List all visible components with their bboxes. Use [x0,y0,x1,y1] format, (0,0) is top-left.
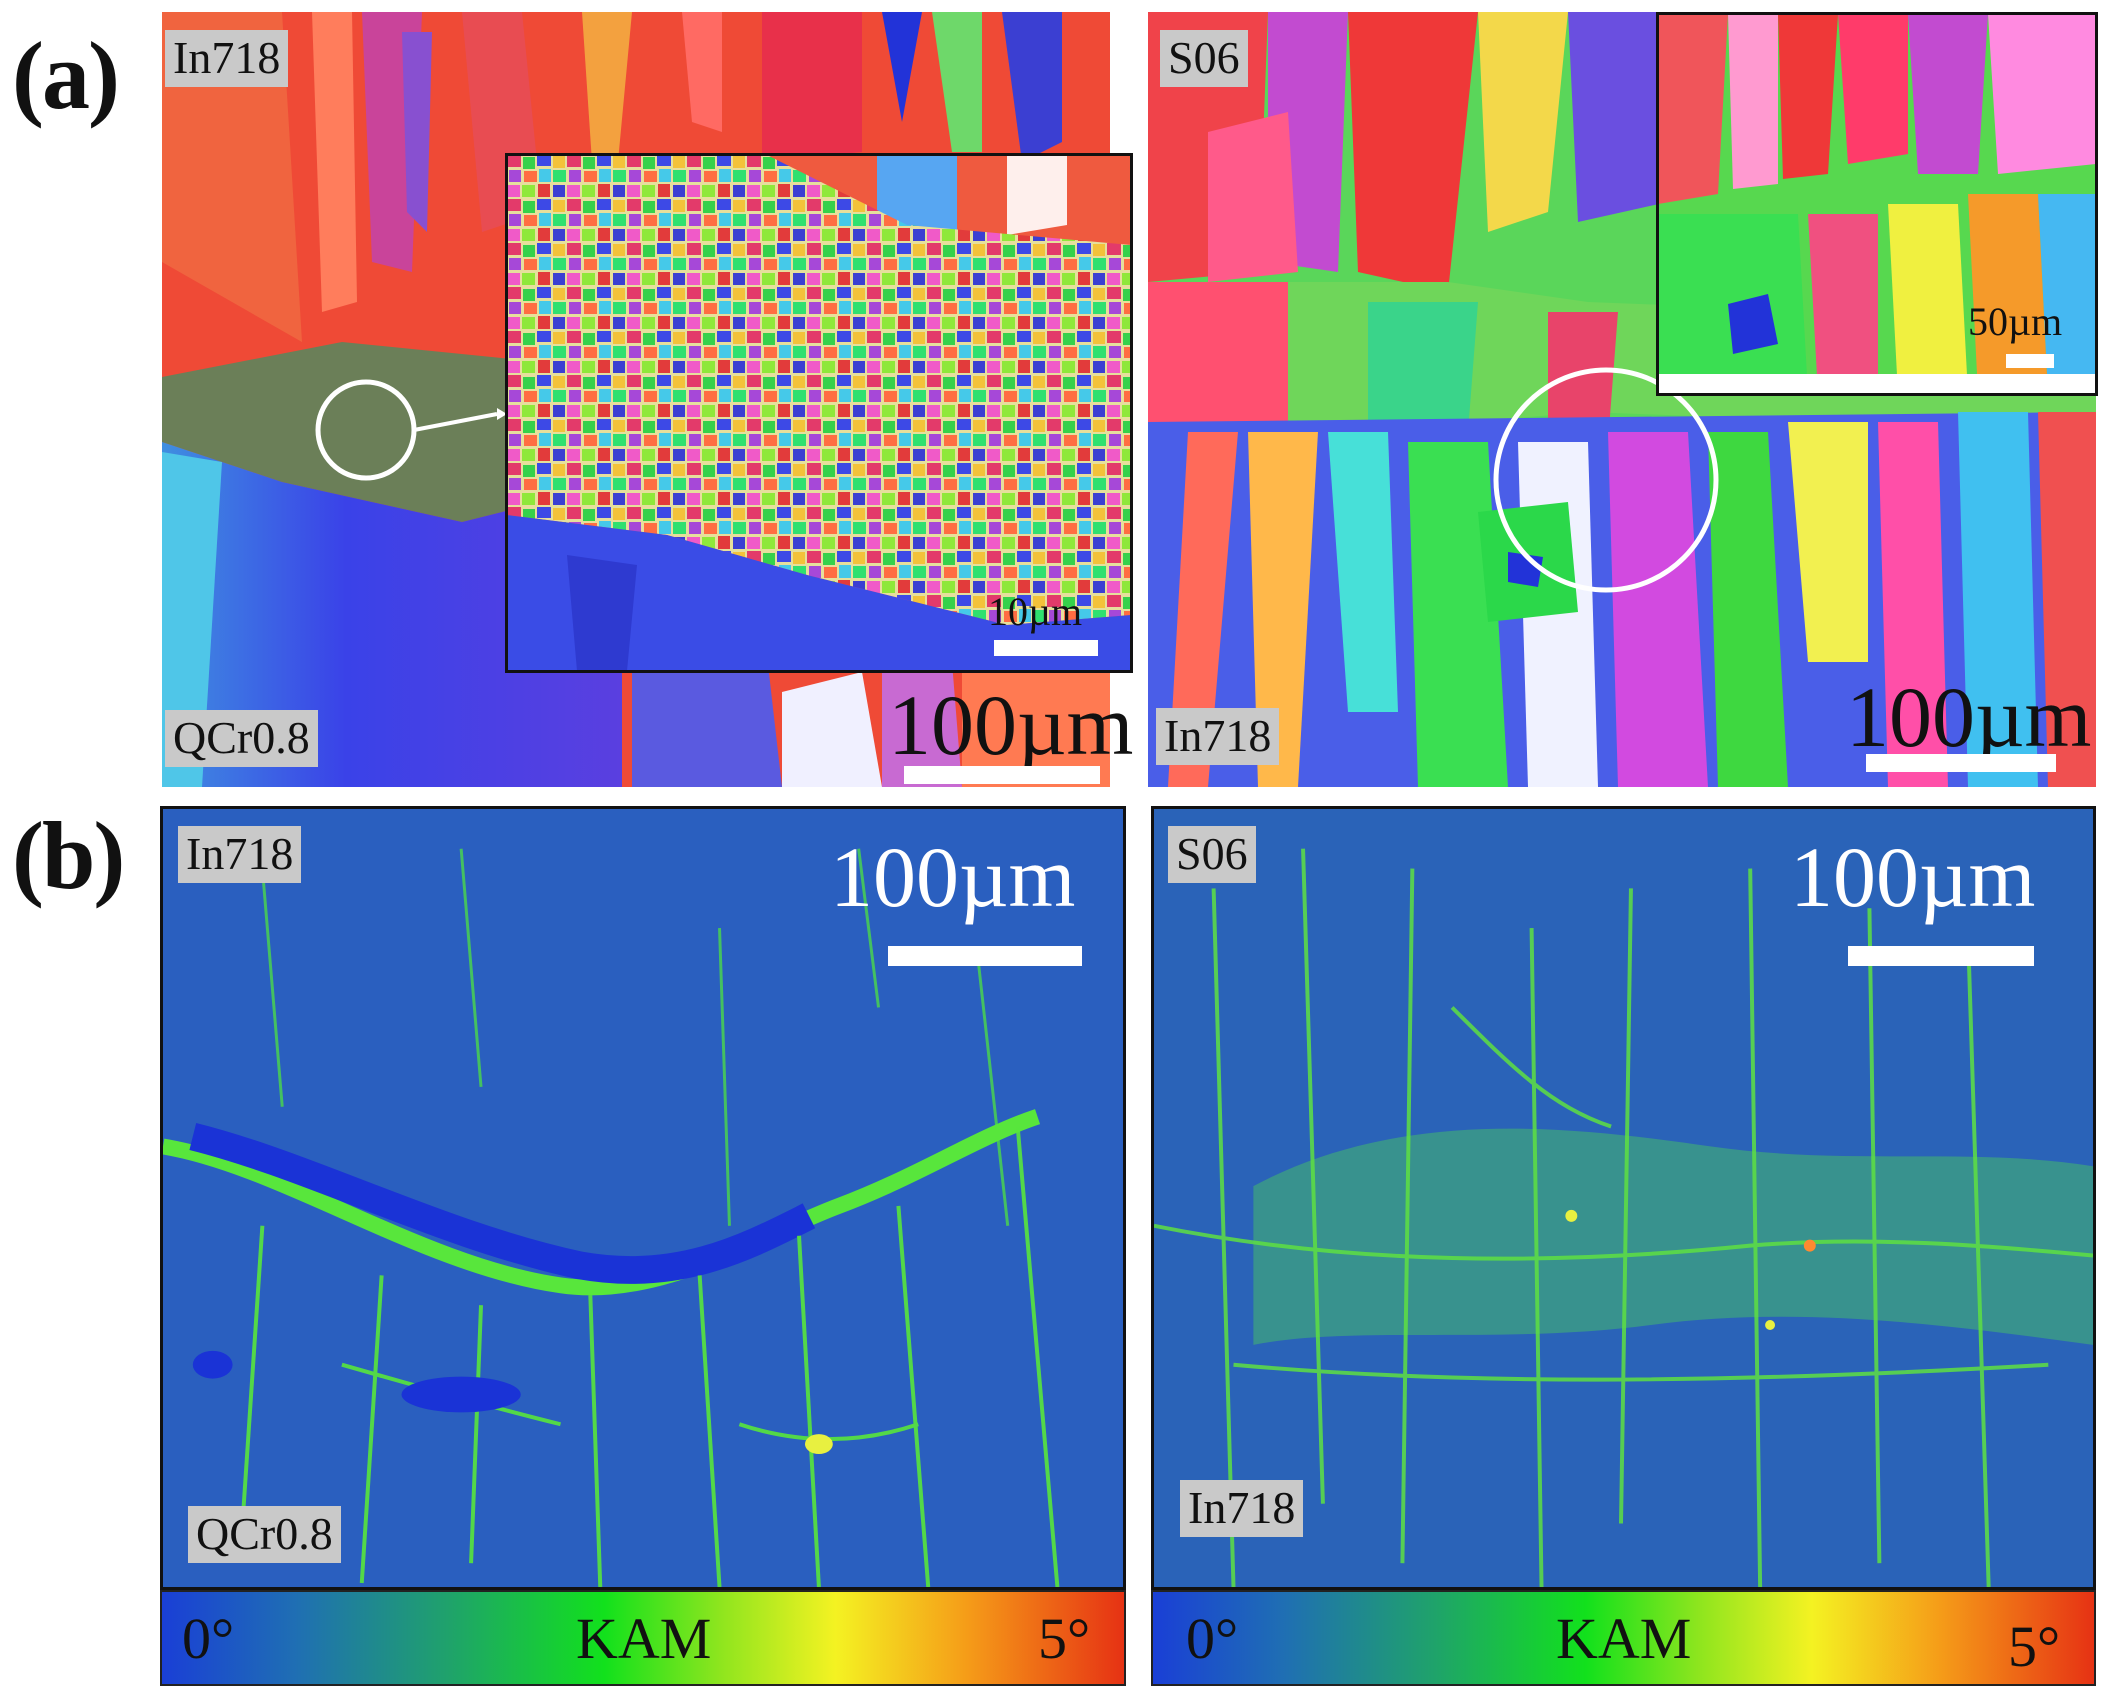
material-tag-bottom-b-right: In718 [1180,1480,1304,1537]
inset-scale-label-left: 10µm [988,589,1083,634]
ipf-inset-left [507,155,1131,671]
material-tag-top-b-right: S06 [1168,826,1256,883]
ipf-inset-right [1658,14,2096,394]
scale-label-b-left: 100µm [830,829,1076,925]
colorbar-min-label-right: 0° [1186,1606,1239,1671]
scale-label-a-right: 100µm [1846,669,2092,765]
material-tag-bottom-a-right: In718 [1156,708,1280,765]
colorbar-max-label-left: 5° [1038,1606,1091,1671]
scale-bar-a-right [1866,754,2056,772]
panel-label-a: (a) [12,22,120,129]
panel-label-b: (b) [12,802,125,909]
colorbar-max-label-right: 5° [2008,1614,2061,1679]
colorbar-title-left: KAM [576,1606,712,1671]
kam-colorbar-left [160,1590,1126,1686]
colorbar-title-right: KAM [1556,1606,1692,1671]
inset-scale-label-right: 50µm [1968,299,2063,344]
inset-scale-bar-right [2006,354,2054,368]
material-tag-top-a-left: In718 [165,30,289,87]
scale-bar-a-left [904,766,1100,784]
inset-scale-bar-left [994,640,1098,656]
scale-label-a-left: 100µm [888,677,1134,773]
colorbar-min-label-left: 0° [182,1606,235,1671]
ipf-map-right [1148,12,2096,787]
kam-map-left [160,806,1126,1590]
material-tag-bottom-b-left: QCr0.8 [188,1506,341,1563]
material-tag-bottom-a-left: QCr0.8 [165,710,318,767]
material-tag-top-b-left: In718 [178,826,302,883]
material-tag-top-a-right: S06 [1160,30,1248,87]
scale-label-b-right: 100µm [1790,829,2036,925]
kam-colorbar-right [1151,1590,2096,1686]
kam-map-right [1151,806,2096,1590]
scale-bar-b-right [1848,946,2034,966]
scale-bar-b-left [888,946,1082,966]
